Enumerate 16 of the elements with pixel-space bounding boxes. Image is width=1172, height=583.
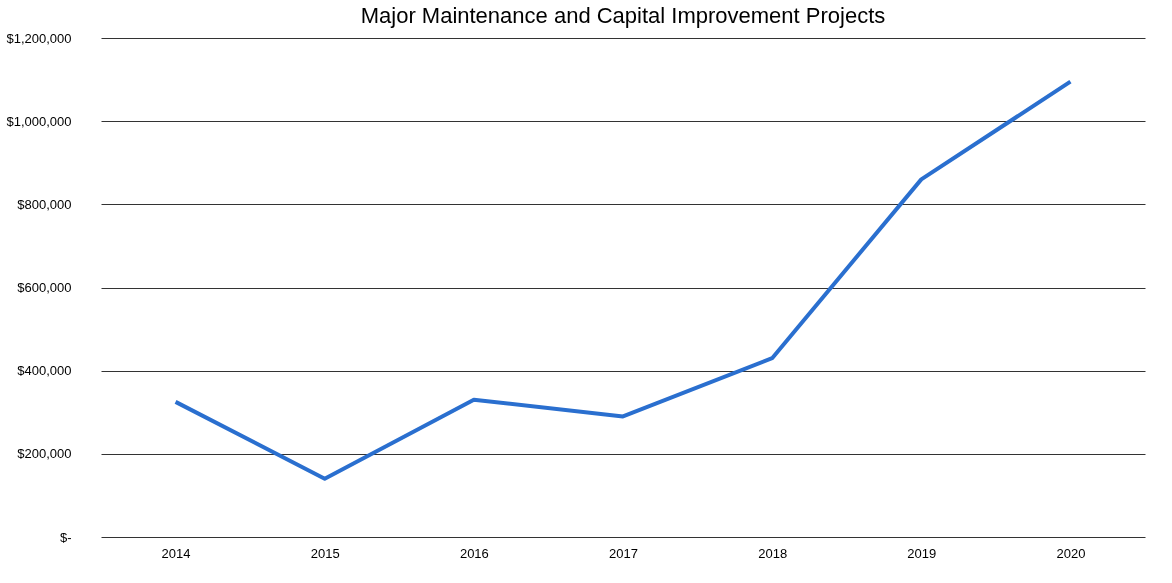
y-tick-label: $1,000,000 — [6, 113, 72, 129]
chart-title: Major Maintenance and Capital Improvement Projects — [360, 3, 886, 28]
x-tick-label: 2017 — [609, 545, 638, 561]
x-tick-label: 2020 — [1056, 545, 1086, 561]
x-tick-label: 2016 — [459, 545, 489, 561]
x-tick-label: 2015 — [310, 545, 340, 561]
y-tick-label: $400,000 — [17, 363, 72, 379]
y-tick-label: $600,000 — [17, 280, 72, 295]
y-tick-label: $1,200,000 — [6, 30, 72, 46]
line-series — [173, 79, 1073, 481]
y-tick-label: $200,000 — [17, 446, 72, 462]
x-tick-label: 2019 — [907, 545, 937, 561]
x-tick-label: 2018 — [758, 545, 788, 561]
y-tick-label: $800,000 — [17, 196, 72, 212]
y-tick-label: $- — [59, 529, 72, 545]
x-tick-label: 2014 — [161, 545, 191, 561]
